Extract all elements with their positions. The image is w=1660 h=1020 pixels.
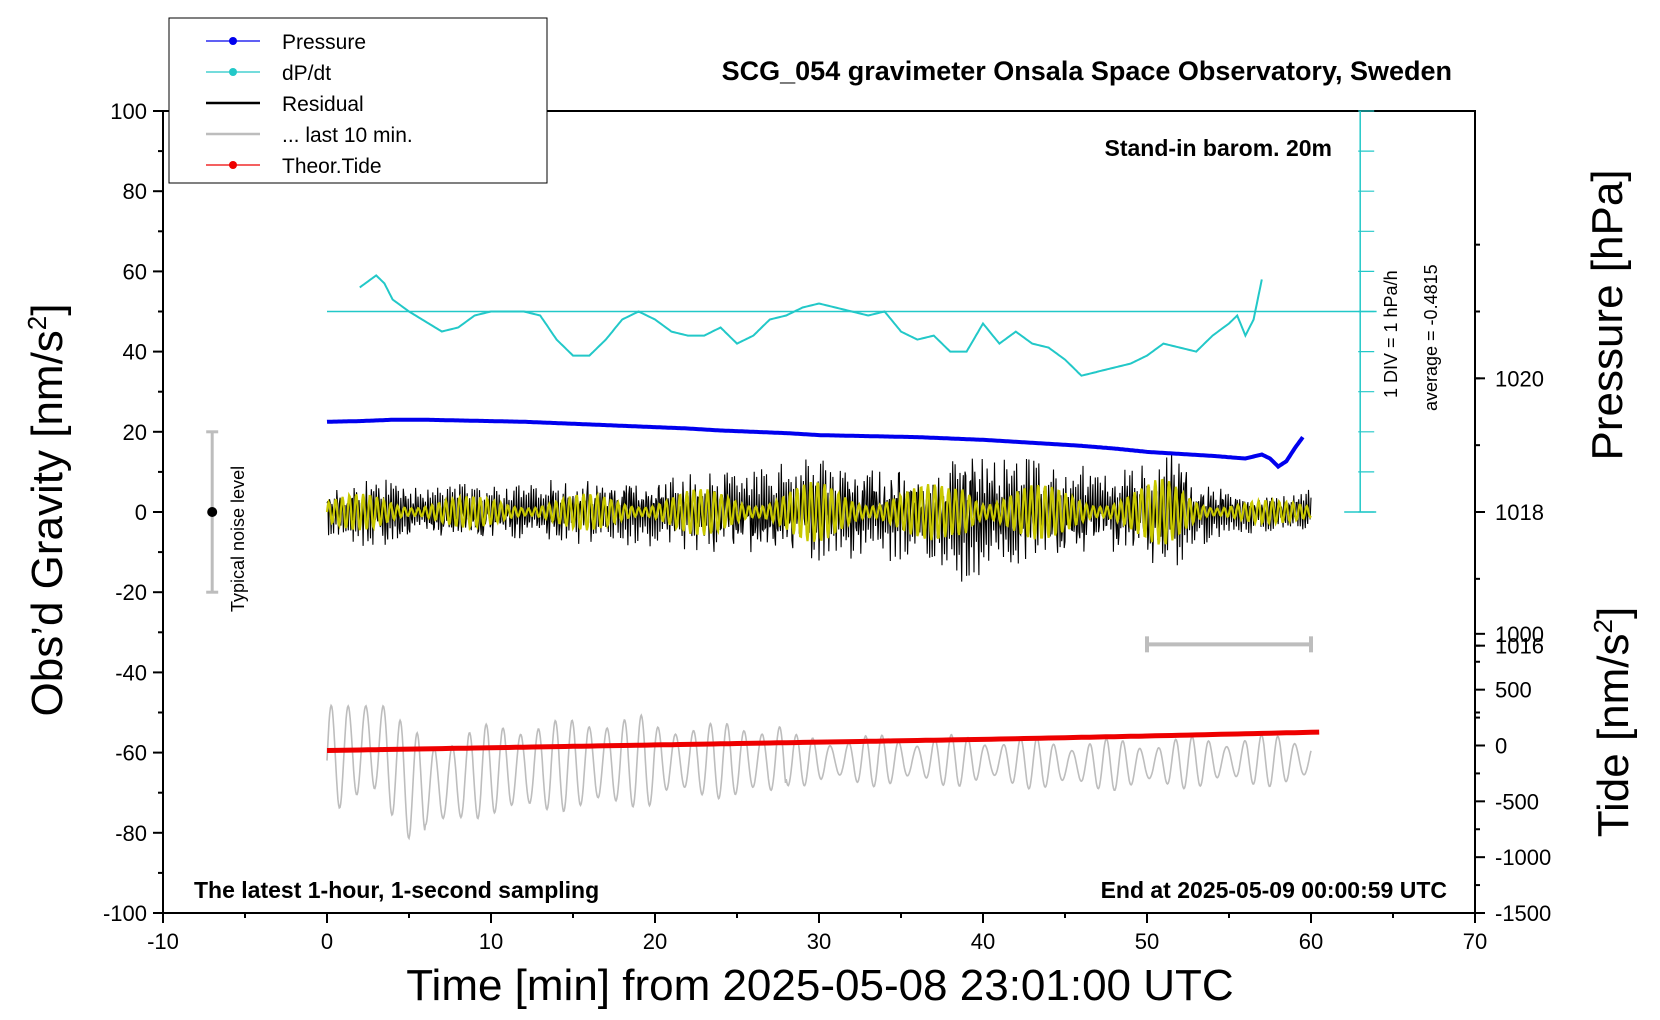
tide-tick-label: 1000 [1495,622,1544,647]
gravity-tick-label: -20 [115,580,147,605]
gravity-tick-label: 0 [135,500,147,525]
tide-tick-label: -1500 [1495,901,1551,926]
x-tick-label: 20 [643,929,667,954]
legend-marker [229,161,237,169]
end-time-note: End at 2025-05-09 00:00:59 UTC [1101,877,1447,903]
gravity-tick-label: -40 [115,660,147,685]
chart-title: SCG_054 gravimeter Onsala Space Observat… [722,56,1452,86]
gravity-tick-label: 60 [123,259,147,284]
gravity-tick-label: 80 [123,179,147,204]
gravity-axis-ticks: 100 80 60 40 20 0 -20 -40 -60 -80 -100 [103,99,163,926]
x-tick-label: 30 [807,929,831,954]
pressure-tick-label: 1020 [1495,366,1544,391]
pressure-series-line [326,417,1305,470]
legend-item: Pressure [206,31,366,54]
gravity-tick-label: 100 [110,99,147,124]
legend-marker [229,68,237,76]
noise-level-marker [206,430,219,594]
pressure-axis-label: Pressure [hPa] [1583,169,1632,460]
tide-tick-label: -500 [1495,789,1539,814]
x-tick-label: 60 [1299,929,1323,954]
x-tick-label: 70 [1463,929,1487,954]
latest-hour-note: The latest 1-hour, 1-second sampling [194,877,599,903]
legend: Pressure dP/dt Residual ... last 10 min. The… [168,17,548,184]
dpdt-series-line [359,274,1263,377]
legend-marker [229,37,237,45]
legend-item: dP/dt [206,62,331,85]
gravity-tick-label: -80 [115,821,147,846]
x-axis-ticks: -10 0 10 20 30 40 50 60 70 [147,913,1487,954]
legend-item: Residual [206,93,364,116]
x-tick-label: 50 [1135,929,1159,954]
tide-tick-label: -1000 [1495,845,1551,870]
pressure-tick-label: 1016 [1495,634,1544,659]
dpdt-division-label: 1 DIV = 1 hPa/h [1381,270,1401,398]
legend-box [168,17,548,184]
last10-series-line [326,703,1312,841]
gravity-tick-label: -60 [115,741,147,766]
dpdt-average-label: average = -0.4815 [1421,264,1441,411]
filtered-residual-line [325,478,1312,545]
legend-item: ... last 10 min. [206,124,413,147]
tide-tick-label: 500 [1495,678,1532,703]
x-tick-label: 0 [321,929,333,954]
last10-bracket [1145,636,1313,653]
legend-label: ... last 10 min. [282,124,413,147]
legend-label: dP/dt [282,62,331,85]
tide-axis-ticks: 1000 500 0 -500 -1000 -1500 [1475,622,1551,926]
x-tick-label: 40 [971,929,995,954]
stand-in-barometer-note: Stand-in barom. 20m [1105,135,1332,161]
tide-axis-label: Tide [nm/s2] [1588,607,1638,837]
pressure-axis-ticks: 1020 1018 1016 [1475,243,1544,714]
noise-level-label: Typical noise level [228,466,248,612]
gravity-tick-label: 20 [123,420,147,445]
tide-tick-label: 0 [1495,734,1507,759]
legend-label: Residual [282,93,364,116]
legend-item: Theor.Tide [206,155,382,178]
gravity-axis-label: Obs’d Gravity [nm/s2] [22,303,72,716]
x-tick-label: 10 [479,929,503,954]
gravity-tick-label: 40 [123,340,147,365]
series-layer [325,274,1320,841]
noise-center-dot [207,507,218,517]
x-tick-label: -10 [147,929,179,954]
pressure-tick-label: 1018 [1495,500,1544,525]
legend-label: Pressure [282,31,366,54]
tide-series-line [326,729,1320,753]
legend-label: Theor.Tide [282,155,382,178]
x-axis-label: Time [min] from 2025-05-08 23:01:00 UTC [406,961,1233,1010]
gravity-tick-label: -100 [103,901,147,926]
